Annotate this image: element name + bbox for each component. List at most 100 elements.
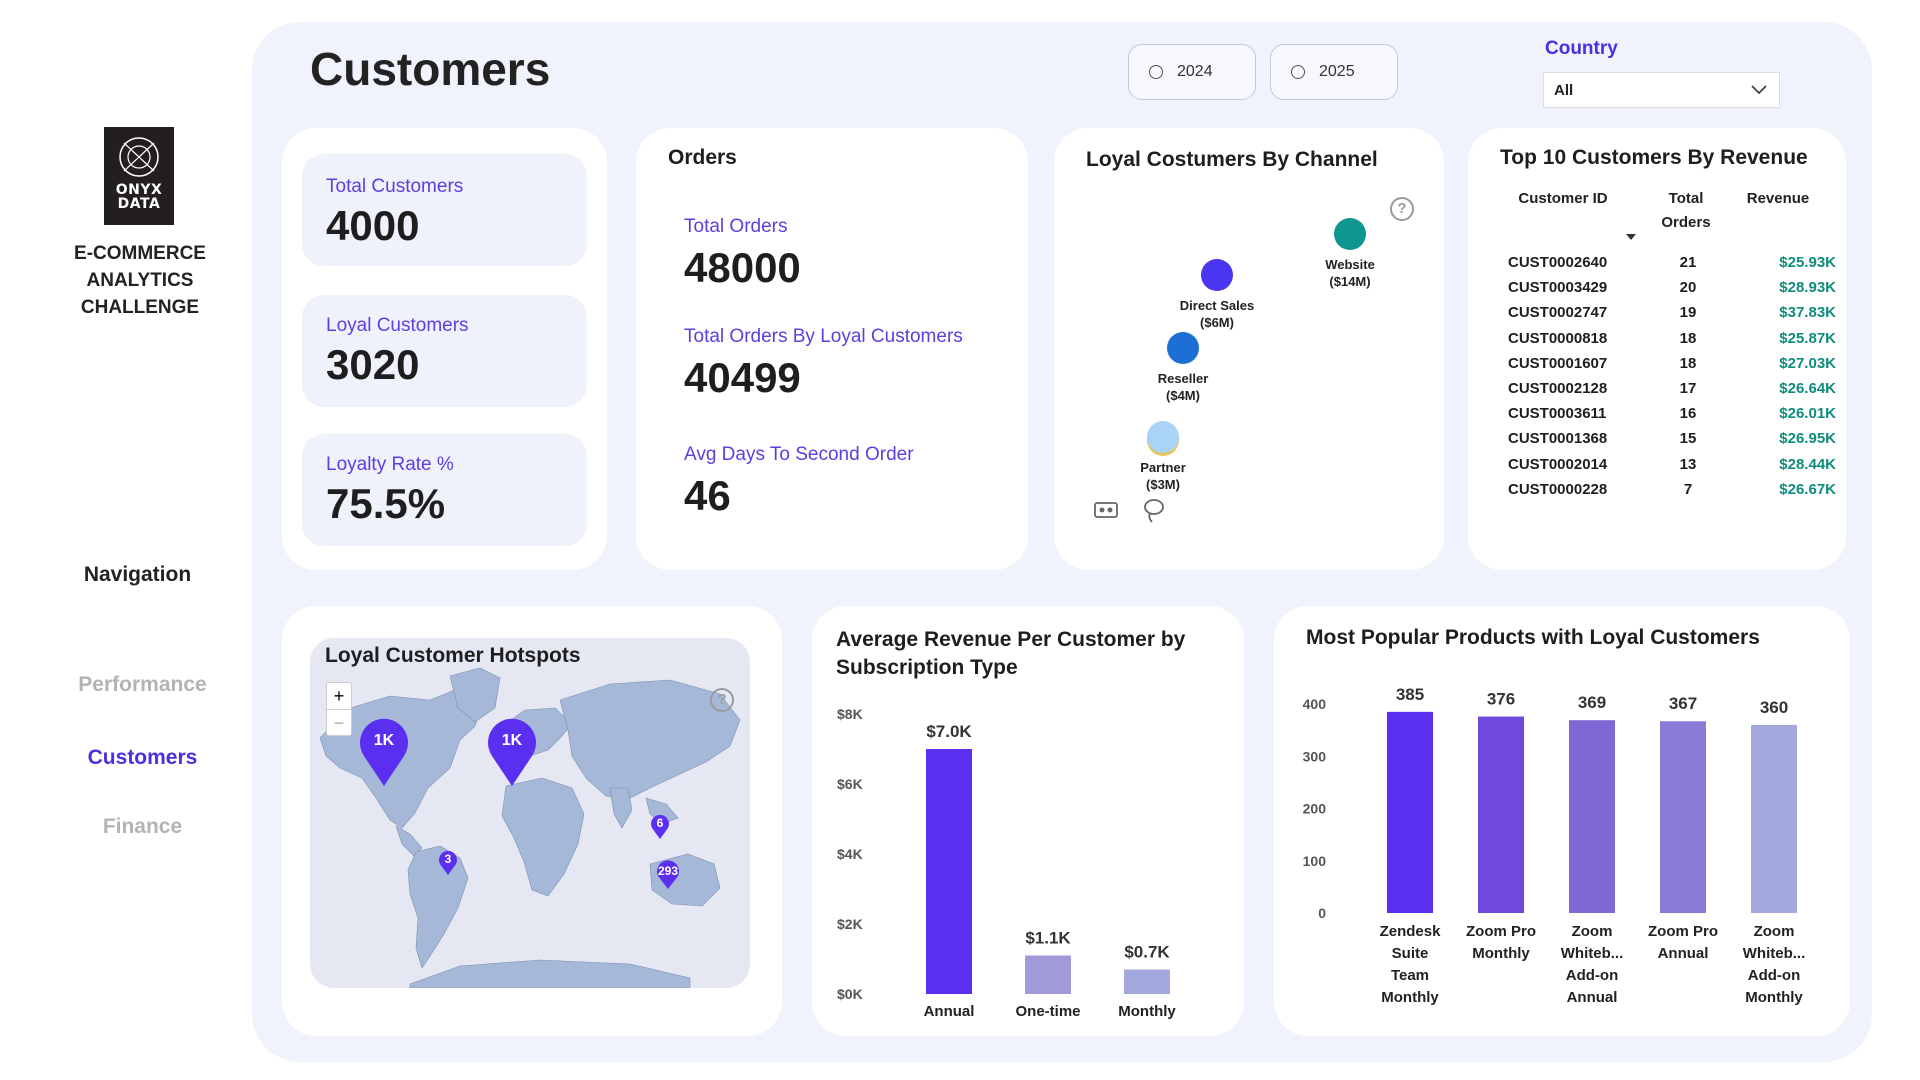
total-orders-cell: 17 <box>1679 380 1697 397</box>
category-label-line: Whiteb... <box>1743 945 1806 962</box>
nav-item-performance[interactable]: Performance <box>78 673 207 696</box>
table-row[interactable]: CUST0002128 17 $26.64K <box>1508 380 1838 405</box>
category-label-line: Team <box>1391 967 1429 984</box>
bar-data-label: $7.0K <box>926 722 972 741</box>
x-category-label: Zoom Whiteb... Add-on Monthly <box>1743 923 1806 1006</box>
year-filter-2025[interactable]: 2025 <box>1270 44 1398 100</box>
logo-text-line2: DATA <box>117 196 161 212</box>
map-marker-north-america[interactable] <box>356 716 412 788</box>
map-marker-label: 6 <box>656 816 664 830</box>
bar-data-label: 369 <box>1578 693 1606 712</box>
channel-scatter-card: Loyal Costumers By Channel ? Website ($1… <box>1054 128 1444 570</box>
help-icon[interactable]: ? <box>710 688 734 712</box>
bar[interactable] <box>1751 724 1797 913</box>
total-orders-cell: 21 <box>1679 254 1697 271</box>
y-tick-label: 200 <box>1303 801 1327 817</box>
map-marker-label: 1K <box>373 732 395 749</box>
bar[interactable] <box>1478 716 1524 913</box>
lasso-icon[interactable] <box>1142 498 1166 524</box>
country-dropdown[interactable]: All <box>1543 72 1780 108</box>
bar[interactable] <box>1569 720 1615 913</box>
kpi-value: 4000 <box>326 202 420 249</box>
table-row[interactable]: CUST0002747 19 $37.83K <box>1508 304 1838 329</box>
bar[interactable] <box>1660 721 1706 913</box>
category-label-line: Monthly <box>1381 989 1439 1006</box>
bar[interactable] <box>1124 969 1170 995</box>
revenue-cell: $26.64K <box>1779 380 1836 397</box>
column-header-customer-id[interactable]: Customer ID <box>1518 190 1608 207</box>
channel-label-website: Website ($14M) <box>1290 256 1410 290</box>
total-orders-cell: 18 <box>1679 354 1697 372</box>
category-label-line: Zoom Pro <box>1466 923 1536 940</box>
table-row[interactable]: CUST0001607 18 $27.03K <box>1508 355 1838 380</box>
bar-data-label: 376 <box>1487 690 1515 709</box>
total-orders-cell: 15 <box>1679 430 1697 448</box>
bar[interactable] <box>1025 955 1071 995</box>
category-label-line: Annual <box>1567 989 1618 1006</box>
table-row[interactable]: CUST0002014 13 $28.44K <box>1508 456 1838 481</box>
map-marker-south-america[interactable] <box>438 850 458 876</box>
table-row[interactable]: CUST0003611 16 $26.01K <box>1508 405 1838 430</box>
channel-point-direct-sales[interactable] <box>1201 259 1233 291</box>
table-row[interactable]: CUST0002640 21 $25.93K <box>1508 254 1838 279</box>
kpi-label: Loyal Customers <box>326 315 469 336</box>
image-icon[interactable] <box>1094 500 1118 520</box>
channel-name: Partner <box>1140 460 1186 475</box>
channel-point-website[interactable] <box>1334 218 1366 250</box>
category-label-line: Zoom <box>1754 923 1795 940</box>
bar-data-label: $1.1K <box>1025 929 1071 948</box>
map-marker-europe[interactable] <box>484 716 540 788</box>
y-tick-label: 400 <box>1303 696 1327 712</box>
zoom-in-button[interactable]: + <box>333 686 345 706</box>
revenue-cell: $25.93K <box>1779 254 1836 271</box>
map-marker-east-asia[interactable] <box>650 814 670 840</box>
top-customers-title: Top 10 Customers By Revenue <box>1500 146 1808 169</box>
customer-id-cell: CUST0000818 <box>1508 329 1608 347</box>
category-label-line: Add-on <box>1748 967 1800 984</box>
nav-item-customers[interactable]: Customers <box>87 746 198 769</box>
world-map[interactable]: + − ? 1K 1K 6 3 293 <box>310 638 750 988</box>
avg-revenue-card: Average Revenue Per Customer by Subscrip… <box>812 606 1244 1036</box>
y-tick-label: $8K <box>837 706 863 722</box>
table-row[interactable]: CUST0000228 7 $26.67K <box>1508 481 1838 506</box>
x-category-label: Zoom Pro Annual <box>1648 923 1718 962</box>
bar[interactable] <box>926 749 972 994</box>
kpi-loyalty-rate: Loyalty Rate % 75.5% <box>302 434 587 546</box>
kpi-label: Total Customers <box>326 176 464 197</box>
column-header-revenue[interactable]: Revenue <box>1746 190 1810 207</box>
map-marker-label: 3 <box>444 852 452 866</box>
table-row[interactable]: CUST0000818 18 $25.87K <box>1508 330 1838 355</box>
table-row[interactable]: CUST0001368 15 $26.95K <box>1508 430 1838 455</box>
channel-point-reseller[interactable] <box>1167 332 1199 364</box>
bar[interactable] <box>1387 711 1433 913</box>
hotspots-title: Loyal Customer Hotspots <box>325 644 581 667</box>
nav-item-finance[interactable]: Finance <box>102 815 183 838</box>
bar-data-label: 360 <box>1760 698 1788 717</box>
sort-descending-icon[interactable] <box>1626 234 1636 240</box>
total-orders-cell: 19 <box>1679 304 1697 322</box>
customer-kpi-card: Total Customers 4000 Loyal Customers 302… <box>282 128 607 570</box>
chevron-down-icon <box>1751 85 1767 95</box>
revenue-cell: $28.93K <box>1779 279 1836 297</box>
year-filter-2024[interactable]: 2024 <box>1128 44 1256 100</box>
column-header-total-orders[interactable]: Total Orders <box>1646 187 1726 235</box>
channel-point-partner[interactable] <box>1147 421 1179 453</box>
total-orders-cell: 13 <box>1679 455 1697 473</box>
help-icon[interactable]: ? <box>1390 197 1414 221</box>
bar-data-label: $0.7K <box>1124 943 1170 962</box>
customer-id-cell: CUST0002014 <box>1508 455 1608 473</box>
category-label-line: Suite <box>1392 945 1429 962</box>
logo-globe-icon <box>119 137 159 177</box>
table-row[interactable]: CUST0003429 20 $28.93K <box>1508 279 1838 304</box>
category-label-line: Annual <box>924 1003 975 1020</box>
avg-days-value: 46 <box>684 472 731 519</box>
customer-id-cell: CUST0003611 <box>1508 405 1607 423</box>
zoom-out-button[interactable]: − <box>327 709 351 735</box>
map-marker-australia[interactable] <box>656 860 680 890</box>
avg-revenue-title: Average Revenue Per Customer by Subscrip… <box>836 628 1186 679</box>
radio-icon <box>1291 65 1305 79</box>
popular-products-card: Most Popular Products with Loyal Custome… <box>1274 606 1850 1036</box>
sidebar: ONYX DATA E-COMMERCE ANALYTICS CHALLENGE… <box>0 0 252 1080</box>
orders-card: Orders Total Orders 48000 Total Orders B… <box>636 128 1028 570</box>
avg-revenue-chart: $0K $2K $4K $6K $8K $7.0K Annual $1.1K One-time $… <box>837 706 1176 1020</box>
